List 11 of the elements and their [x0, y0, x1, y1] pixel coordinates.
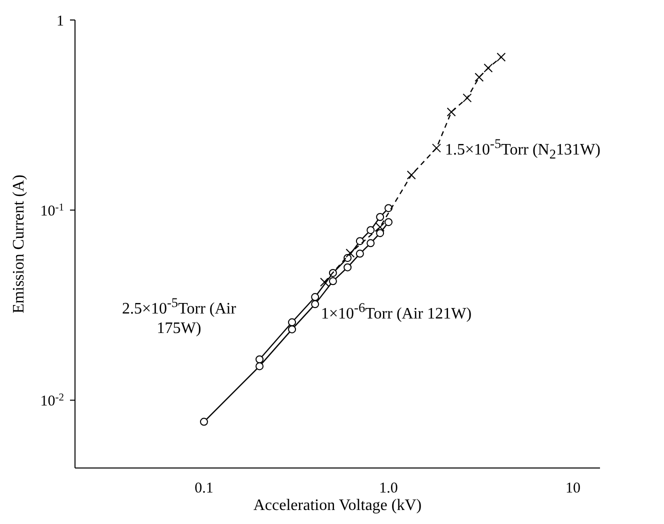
series-label: 2.5×10$^{-5}$Torr (Air 175W)	[120, 294, 238, 340]
y-tick-label: 10$^{-1}$	[40, 202, 64, 220]
x-tick-label: 1.0	[379, 480, 398, 497]
y-tick-label: 1	[56, 13, 64, 30]
y-tick-label: 10$^{-2}$	[40, 392, 64, 410]
y-axis-title: Emission Current (A)	[10, 174, 28, 314]
x-axis-title: Acceleration Voltage (kV)	[253, 497, 422, 514]
series-label: 1.5×10$^{-5}$Torr (N$_{2}$131W)	[445, 135, 602, 164]
series-label: 1×10$^{-6}$Torr (Air 121W)	[321, 299, 473, 324]
x-tick-label: 0.1	[194, 480, 214, 497]
x-tick-label: 10	[566, 480, 581, 497]
